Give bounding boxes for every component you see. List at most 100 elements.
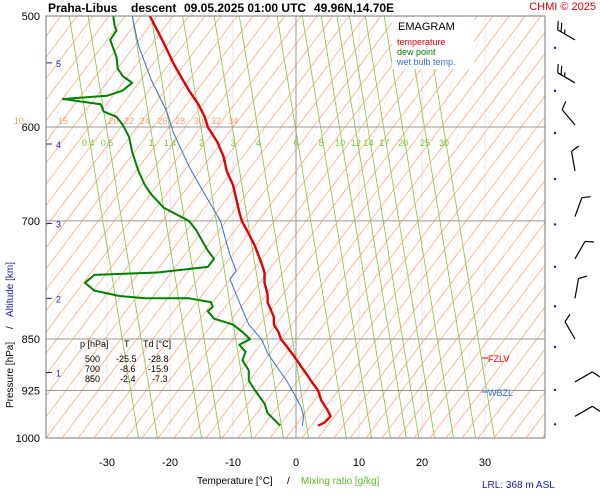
wind-barb-feather — [581, 196, 591, 199]
dry-adiabat-line — [125, 16, 446, 438]
background-grid-line — [117, 16, 259, 438]
wind-barb-dot — [553, 131, 557, 135]
mixing-ratio-label: 8 — [319, 138, 324, 148]
legend-title: EMAGRAM — [398, 21, 455, 33]
background-grid-line — [477, 235, 545, 438]
dry-adiabat-line — [46, 16, 366, 438]
altitude-ticks: 1 2 3 4 5 — [46, 59, 61, 379]
dry-adiabat-line — [157, 16, 478, 438]
mixing-ratio-line — [87, 16, 158, 438]
background-grid-line — [489, 271, 545, 438]
x-axis-title-sep: / — [287, 476, 290, 487]
dry-adiabat-line — [381, 221, 545, 438]
mixing-ratio-line — [301, 16, 372, 438]
wind-barb — [574, 196, 591, 217]
legend-box — [392, 17, 474, 69]
background-grid-line — [129, 16, 271, 438]
wind-barb — [570, 145, 580, 172]
dry-adiabat-label: 30 — [193, 116, 203, 126]
wind-barb-feather — [578, 275, 588, 280]
pressure-tick-label: 500 — [22, 11, 40, 23]
pressure-tick-label: 700 — [22, 216, 40, 228]
y-axis-title: Pressure [hPa] / Altitude [km] — [5, 262, 16, 408]
wind-barb-dot — [553, 388, 557, 392]
wind-barb-staff — [570, 151, 576, 172]
dry-adiabat-label: 15 — [58, 116, 68, 126]
altitude-tick-label: 1 — [56, 369, 61, 379]
wind-barb-staff — [561, 109, 576, 126]
wind-barb — [564, 313, 576, 340]
background-grid-line — [57, 16, 199, 438]
table-cell-td-850: -7.3 — [152, 374, 168, 384]
pressure-tick-label: 600 — [22, 122, 40, 134]
background-grid-line — [321, 16, 463, 438]
dry-adiabat-line — [445, 306, 545, 438]
table-cell-td-700: -15.9 — [148, 364, 169, 374]
dry-adiabat-line — [46, 16, 222, 249]
mixing-ratio-labels: 0.4 0.6 1 1.4 2 3 4 6 8 10 12 14 17 20 25 30 — [82, 138, 449, 148]
table-cell-t-500: -25.5 — [116, 354, 137, 364]
table-header-p: p [hPa] — [80, 339, 109, 349]
background-grid-line — [309, 16, 451, 438]
temperature-tick-label: 0 — [293, 457, 299, 469]
dry-adiabat-line — [46, 16, 318, 376]
wind-barb-staff — [574, 405, 593, 417]
mixing-ratio-label: 14 — [363, 138, 373, 148]
dry-adiabat-line — [461, 327, 545, 438]
dry-adiabat-line — [413, 264, 545, 438]
wind-barb-feather — [560, 22, 563, 32]
dry-adiabat-line — [46, 16, 350, 418]
dry-adiabat-line — [46, 16, 174, 185]
dry-adiabat-line — [46, 16, 206, 228]
background-grid-line — [369, 16, 511, 438]
mixing-ratio-label: 0.4 — [82, 138, 95, 148]
wind-barb-feather — [560, 65, 563, 75]
temperature-tick-label: 10 — [353, 457, 365, 469]
mixing-ratio-label: 17 — [379, 138, 389, 148]
dry-adiabat-label: 26 — [157, 116, 167, 126]
dry-adiabat-labels: -50510152022242628303234 — [14, 116, 238, 126]
dry-adiabat-line — [333, 158, 545, 438]
wind-barb-dot — [553, 223, 557, 226]
mixing-ratio-label: 12 — [351, 138, 361, 148]
altitude-tick-label: 5 — [56, 59, 61, 69]
temperature-tick-label: -30 — [99, 457, 115, 469]
background-grid-line — [393, 16, 535, 438]
background-grid-line — [513, 343, 545, 438]
temperature-line — [148, 16, 332, 427]
dry-adiabat-line — [141, 16, 462, 438]
dry-adiabat-line — [397, 243, 545, 438]
dry-adiabat-line — [269, 73, 545, 438]
dry-adiabat-line — [46, 16, 334, 397]
wind-barb — [561, 101, 576, 126]
wbzl-label: WBZL — [488, 388, 513, 398]
station-name: Praha-Libus — [48, 1, 118, 15]
legend-wet-bulb: wet bulb temp. — [396, 57, 456, 67]
mixing-ratio-line — [276, 16, 347, 438]
dry-adiabat-line — [46, 16, 190, 206]
wind-barb-staff — [574, 371, 593, 383]
y-axis-title-sep: / — [5, 326, 16, 329]
background-grid-line — [261, 16, 403, 438]
background-grid-line — [381, 16, 523, 438]
background-grid-line — [81, 16, 223, 438]
dew-point-line — [61, 16, 281, 427]
mixing-ratio-line — [364, 16, 435, 438]
background-grid-line — [141, 16, 283, 438]
dry-adiabat-line — [109, 16, 430, 438]
wind-barb-half-feather — [564, 72, 566, 77]
dry-adiabat-label: 34 — [228, 116, 238, 126]
legend-temperature: temperature — [397, 37, 446, 47]
background-grid-line — [429, 90, 545, 438]
mode-label: descent — [131, 1, 176, 15]
dry-adiabat-line — [46, 16, 270, 312]
y-axis-title-altitude: Altitude [km] — [5, 262, 16, 317]
datetime-label: 09.05.2025 01:00 UTC — [184, 1, 306, 15]
wind-barb-staff — [574, 197, 583, 217]
dry-adiabat-line — [46, 16, 238, 270]
pressure-tick-label: 850 — [22, 334, 40, 346]
wind-barb-staff — [574, 241, 586, 260]
mixing-ratio-label: 2 — [199, 138, 204, 148]
dry-adiabat-line — [46, 16, 302, 354]
